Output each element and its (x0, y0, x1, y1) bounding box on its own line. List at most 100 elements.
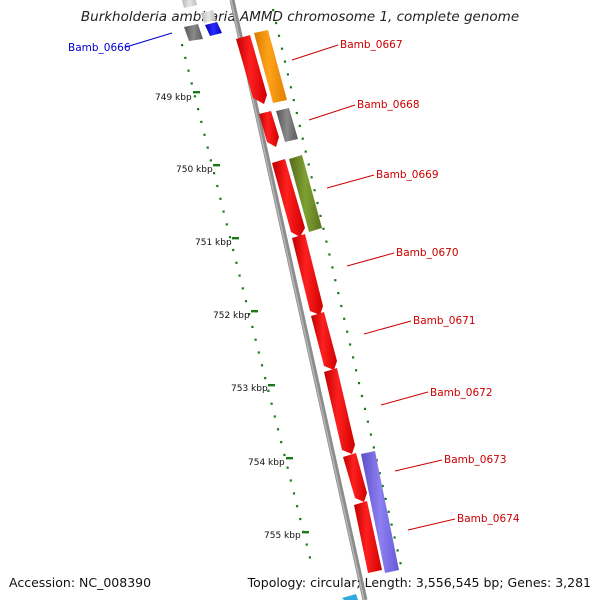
tick-mark (244, 300, 248, 303)
gene-arrow-0674 (354, 501, 382, 573)
tick-mark (225, 223, 228, 226)
leader-0673 (394, 459, 443, 472)
tick-mark (216, 184, 219, 188)
tick-mark (381, 484, 384, 488)
tick-mark (197, 108, 200, 111)
gene-label-0671[interactable]: Bamb_0671 (413, 315, 476, 327)
tick-mark (387, 510, 390, 513)
gene-leader-lines (125, 32, 456, 531)
leader-0669 (326, 174, 375, 189)
tick-mark (203, 133, 206, 136)
leader-0666 (125, 32, 173, 48)
leader-0671 (363, 320, 412, 335)
major-tick-mark (251, 310, 258, 313)
tick-mark (248, 313, 251, 316)
gene-arrow-bottom-cyan (342, 594, 358, 600)
tick-mark (363, 407, 367, 410)
gene-arrow-0668-gray (276, 108, 298, 142)
tick-mark (270, 402, 273, 405)
tick-mark (292, 99, 295, 102)
backbone (229, 0, 368, 600)
tick-mark (264, 377, 267, 380)
tick-mark (331, 266, 334, 269)
gene-arrow-0666-light (201, 10, 216, 23)
tick-mark (222, 210, 225, 213)
tick-mark (251, 325, 254, 328)
tick-mark (308, 556, 311, 559)
topology-text: Topology: circular; Length: 3,556,545 bp… (247, 575, 591, 590)
tick-mark (299, 517, 302, 521)
tick-mark (286, 73, 289, 76)
tick-mark (337, 292, 340, 295)
tick-mark (209, 159, 212, 162)
tick-mark (360, 394, 364, 398)
tick-mark (366, 420, 369, 423)
tick-mark (254, 338, 257, 341)
tick-mark (238, 274, 241, 277)
gene-arrow-0668 (259, 111, 279, 147)
gene-arrow-top-light (182, 0, 197, 8)
gene-label-0668[interactable]: Bamb_0668 (357, 99, 420, 111)
backbone-highlight (230, 0, 365, 600)
tick-mark (343, 317, 346, 320)
tick-mark (369, 433, 372, 436)
tick-mark (346, 330, 349, 333)
tick-mark (286, 466, 289, 469)
kbp-label-753: 753 kbp (231, 384, 268, 394)
gene-features (182, 0, 399, 600)
tick-mark (257, 351, 260, 354)
major-tick-mark (232, 237, 239, 240)
tick-mark (213, 172, 216, 175)
tick-mark (280, 441, 283, 444)
tick-mark (393, 536, 396, 539)
gene-label-0667[interactable]: Bamb_0667 (340, 39, 403, 51)
kbp-label-749: 749 kbp (155, 93, 192, 103)
tick-mark (273, 415, 276, 418)
major-tick-mark (302, 531, 309, 534)
gene-arrow-0673 (343, 453, 367, 502)
tick-mark (277, 34, 281, 37)
kbp-label-755: 755 kbp (264, 531, 301, 541)
tick-mark (316, 201, 319, 205)
gene-arrow-0669-olive (289, 155, 322, 232)
gene-arrow-0669 (272, 159, 305, 237)
gene-label-0674[interactable]: Bamb_0674 (457, 513, 520, 525)
map-title: Burkholderia ambifaria AMMD chromosome 1… (80, 9, 520, 25)
leader-0674 (407, 518, 456, 531)
tick-mark (325, 240, 328, 243)
gene-arrow-0671 (311, 312, 337, 370)
tick-mark (301, 137, 304, 140)
gene-arrow-0667-orange (254, 30, 287, 103)
tick-mark (355, 369, 358, 372)
tick-mark (378, 472, 381, 475)
major-tick-mark (193, 91, 200, 94)
tick-mark (296, 505, 299, 508)
gene-arrow-0672 (324, 368, 355, 454)
gene-label-0672[interactable]: Bamb_0672 (430, 387, 493, 399)
tick-mark (307, 163, 310, 166)
tick-mark (298, 124, 301, 127)
kbp-label-751: 751 kbp (195, 238, 232, 248)
tick-mark (313, 189, 316, 192)
tick-mark (334, 279, 337, 282)
tick-mark (267, 389, 270, 392)
tick-mark (310, 176, 313, 179)
tick-mark (190, 82, 193, 85)
tick-mark (357, 382, 361, 385)
kbp-label-750: 750 kbp (176, 165, 213, 175)
accession-text: Accession: NC_008390 (9, 575, 152, 590)
major-tick-mark (268, 384, 275, 387)
gene-label-0670[interactable]: Bamb_0670 (396, 247, 459, 259)
gene-label-0666[interactable]: Bamb_0666 (68, 42, 131, 54)
gene-arrow-0666 (205, 22, 222, 36)
tick-mark (206, 146, 209, 149)
tick-mark (384, 497, 387, 500)
tick-mark (283, 453, 286, 456)
tick-mark (328, 253, 331, 256)
leader-0667 (291, 44, 339, 61)
gene-label-0673[interactable]: Bamb_0673 (444, 454, 507, 466)
gene-arrow-0670 (292, 234, 323, 315)
tick-mark (305, 543, 308, 546)
gene-label-0669[interactable]: Bamb_0669 (376, 169, 439, 181)
kbp-label-752: 752 kbp (213, 311, 250, 321)
